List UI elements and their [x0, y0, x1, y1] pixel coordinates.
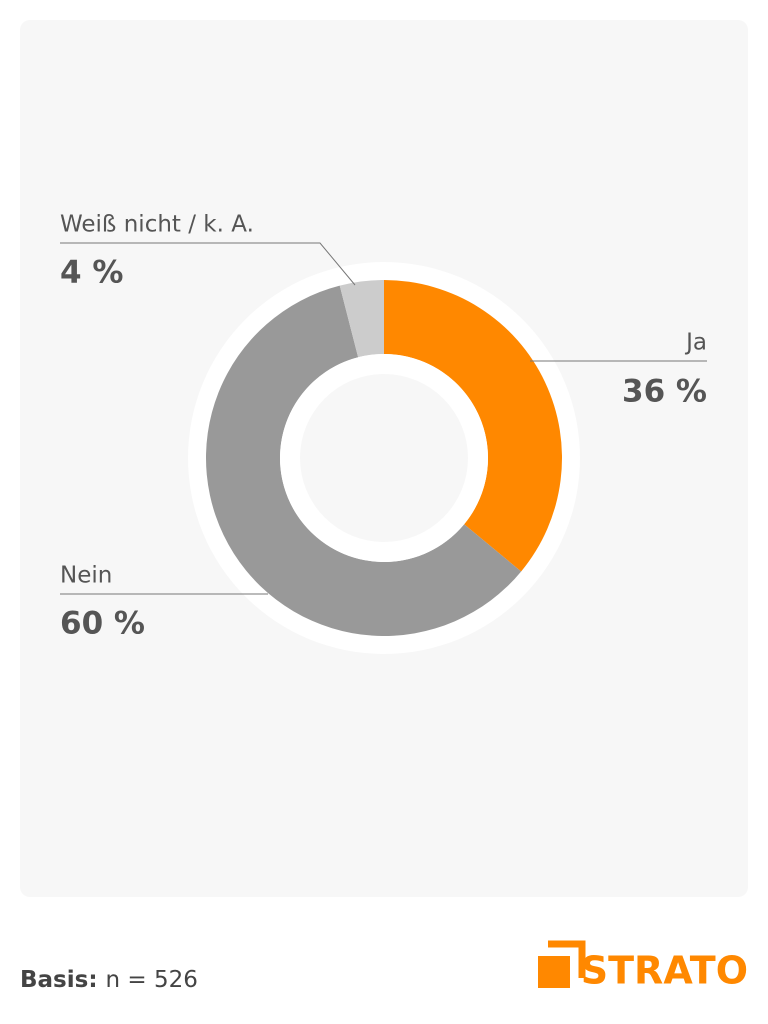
donut-slice	[339, 280, 384, 358]
category-label: Nein	[60, 563, 112, 589]
donut-slice	[384, 280, 563, 572]
basis-label: Basis:	[20, 967, 98, 993]
logo: STRATO	[538, 940, 748, 993]
leader-line	[60, 242, 356, 286]
donut-hole	[300, 374, 468, 542]
basis-value: n = 526	[106, 967, 198, 993]
logo-corner	[548, 940, 586, 978]
category-label: Ja	[684, 330, 707, 356]
value-label: 36 %	[622, 374, 707, 410]
donut	[206, 280, 563, 636]
logo-square	[538, 956, 570, 988]
value-label: 4 %	[60, 255, 123, 291]
labels: Ja 36 % Nein 60 % Weiß nicht / k. A. 4 %	[60, 212, 707, 642]
logo-text: STRATO	[581, 949, 748, 993]
value-label: 60 %	[60, 606, 145, 642]
category-label: Weiß nicht / k. A.	[60, 212, 254, 238]
donut-slice	[206, 285, 522, 636]
footer-basis: Basis: n = 526	[20, 967, 198, 993]
